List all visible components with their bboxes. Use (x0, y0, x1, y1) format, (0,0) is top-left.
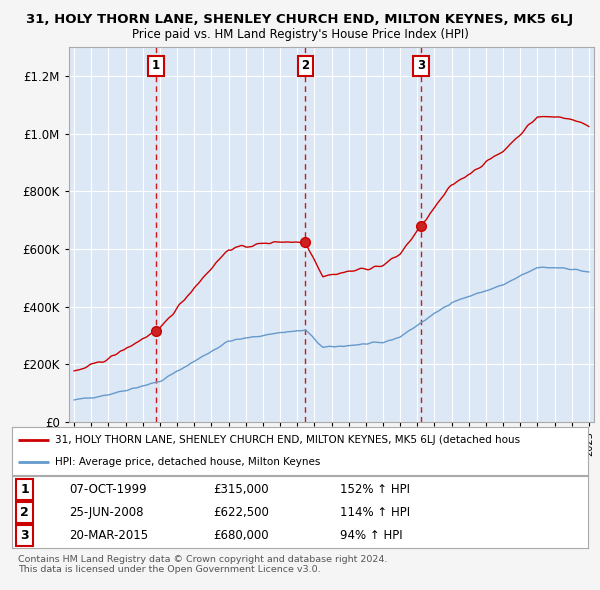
Text: 07-OCT-1999: 07-OCT-1999 (70, 483, 147, 496)
Text: 20-MAR-2015: 20-MAR-2015 (70, 529, 149, 542)
Text: 2: 2 (301, 60, 310, 73)
Text: 114% ↑ HPI: 114% ↑ HPI (340, 506, 410, 519)
Text: £680,000: £680,000 (214, 529, 269, 542)
Text: This data is licensed under the Open Government Licence v3.0.: This data is licensed under the Open Gov… (18, 565, 320, 573)
Text: 25-JUN-2008: 25-JUN-2008 (70, 506, 144, 519)
Text: Contains HM Land Registry data © Crown copyright and database right 2024.: Contains HM Land Registry data © Crown c… (18, 555, 388, 563)
Text: 2: 2 (20, 506, 29, 519)
Text: 31, HOLY THORN LANE, SHENLEY CHURCH END, MILTON KEYNES, MK5 6LJ (detached hous: 31, HOLY THORN LANE, SHENLEY CHURCH END,… (55, 435, 520, 445)
Text: 3: 3 (20, 529, 29, 542)
Text: 1: 1 (152, 60, 160, 73)
Text: 94% ↑ HPI: 94% ↑ HPI (340, 529, 403, 542)
Text: Price paid vs. HM Land Registry's House Price Index (HPI): Price paid vs. HM Land Registry's House … (131, 28, 469, 41)
Text: £315,000: £315,000 (214, 483, 269, 496)
Text: £622,500: £622,500 (214, 506, 269, 519)
Text: 31, HOLY THORN LANE, SHENLEY CHURCH END, MILTON KEYNES, MK5 6LJ: 31, HOLY THORN LANE, SHENLEY CHURCH END,… (26, 13, 574, 26)
Text: 1: 1 (20, 483, 29, 496)
Text: 152% ↑ HPI: 152% ↑ HPI (340, 483, 410, 496)
Text: HPI: Average price, detached house, Milton Keynes: HPI: Average price, detached house, Milt… (55, 457, 320, 467)
Text: 3: 3 (417, 60, 425, 73)
